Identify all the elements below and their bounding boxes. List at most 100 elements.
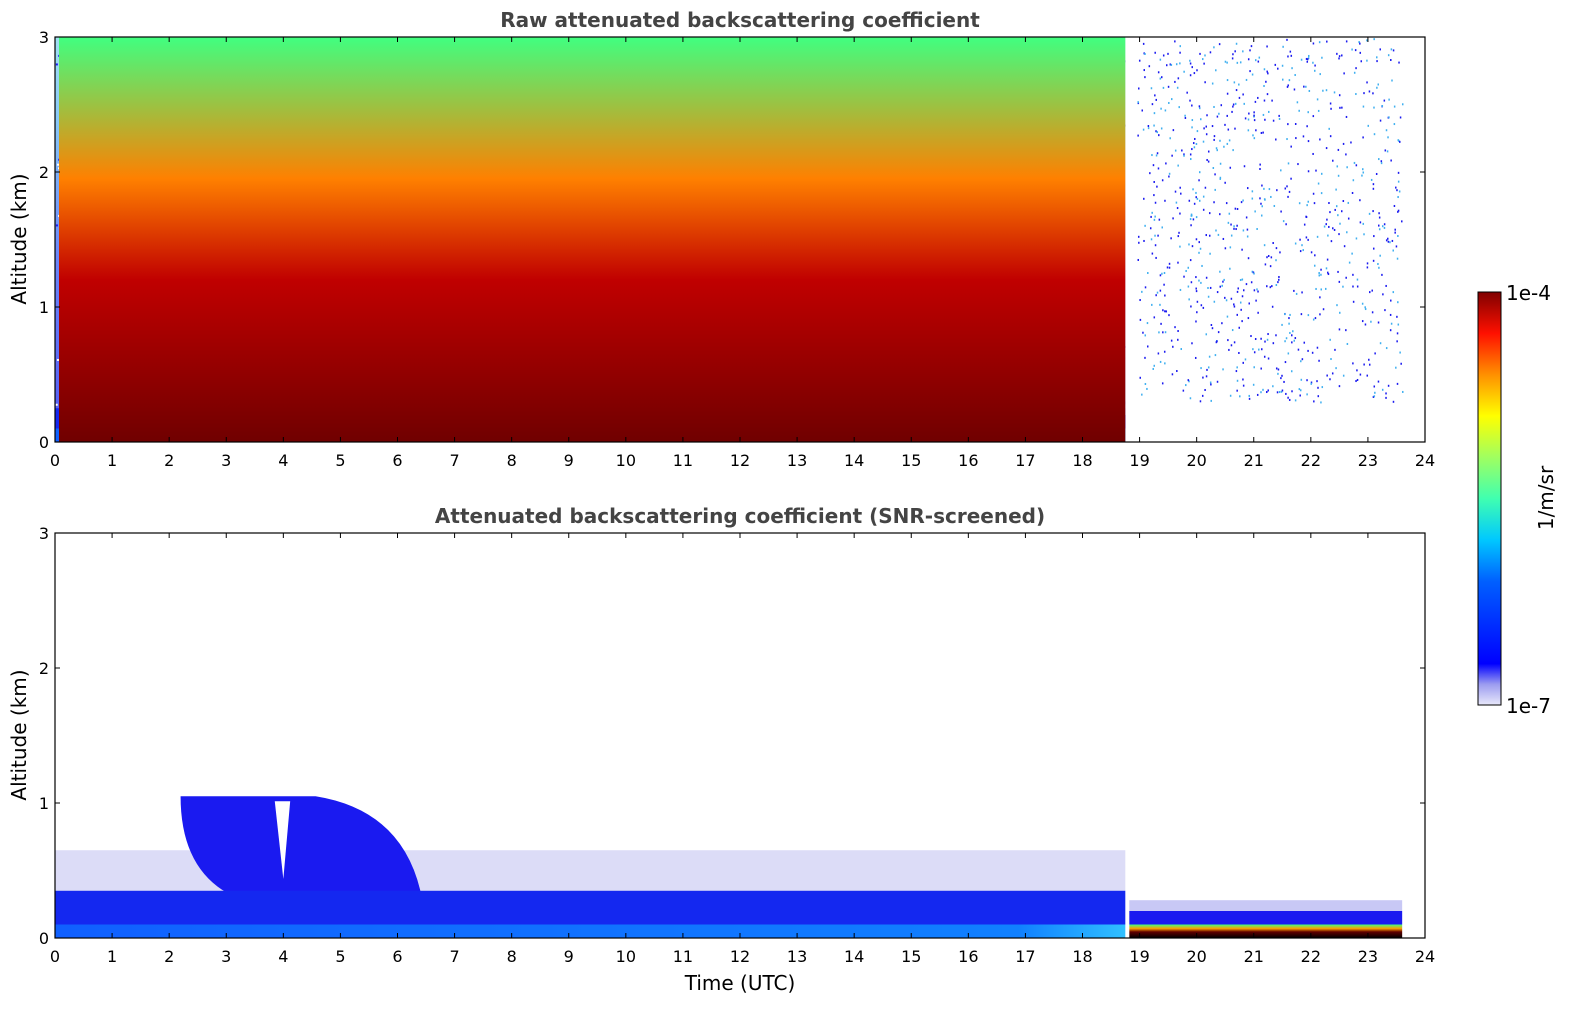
sparse-speckle: [1184, 114, 1186, 117]
sparse-speckle: [1199, 247, 1202, 250]
sparse-speckle: [1278, 278, 1280, 281]
sparse-speckle: [1179, 45, 1182, 48]
sparse-speckle: [1294, 74, 1296, 77]
sparse-speckle: [1188, 199, 1191, 202]
sparse-speckle: [1168, 175, 1170, 178]
sparse-speckle: [1346, 342, 1349, 345]
sparse-speckle: [1163, 283, 1165, 286]
sparse-speckle: [1209, 252, 1211, 255]
sparse-speckle: [1171, 98, 1173, 101]
sparse-speckle: [1401, 220, 1403, 223]
sparse-speckle: [1386, 150, 1389, 153]
sparse-speckle: [1329, 135, 1332, 138]
sparse-speckle: [1284, 187, 1287, 190]
sparse-speckle: [1329, 338, 1331, 341]
sparse-speckle: [1247, 257, 1250, 260]
sparse-speckle: [1188, 243, 1190, 246]
sparse-speckle: [1290, 145, 1292, 148]
sparse-speckle: [1242, 199, 1244, 202]
sparse-speckle: [1198, 105, 1201, 108]
sparse-speckle: [1159, 303, 1161, 306]
sparse-speckle: [1170, 63, 1173, 66]
sparse-speckle: [1385, 347, 1388, 350]
sparse-speckle: [1266, 70, 1268, 73]
x-tick-label: 24: [1415, 451, 1435, 470]
sparse-speckle: [1317, 395, 1320, 398]
sparse-speckle: [1195, 276, 1197, 279]
sparse-speckle: [1292, 330, 1294, 333]
sparse-speckle: [1233, 341, 1236, 344]
sparse-speckle: [1146, 322, 1149, 325]
sparse-speckle: [1378, 212, 1380, 215]
sparse-speckle: [1261, 184, 1263, 187]
x-tick-label: 9: [564, 451, 574, 470]
x-tick-label: 5: [335, 947, 345, 966]
sparse-speckle: [1143, 52, 1145, 55]
sparse-speckle: [1385, 396, 1387, 399]
x-tick-label: 23: [1358, 947, 1378, 966]
sparse-speckle: [1263, 68, 1266, 71]
sparse-speckle: [1207, 150, 1210, 153]
sparse-speckle: [1230, 297, 1233, 300]
sparse-speckle: [1377, 321, 1380, 324]
sparse-speckle: [1192, 188, 1194, 191]
sparse-speckle: [1239, 61, 1242, 64]
sparse-speckle: [1144, 52, 1146, 55]
sparse-speckle: [1293, 88, 1296, 91]
sparse-speckle: [1390, 322, 1393, 325]
sparse-speckle: [1318, 272, 1320, 275]
sparse-speckle: [1388, 98, 1390, 101]
sparse-speckle: [1267, 389, 1269, 392]
sparse-speckle: [1332, 227, 1334, 230]
sparse-speckle: [1252, 271, 1255, 274]
sparse-speckle: [1259, 163, 1261, 166]
sparse-speckle: [1232, 149, 1234, 152]
sparse-speckle: [1342, 200, 1345, 203]
sparse-speckle: [1314, 64, 1316, 67]
sparse-speckle: [1307, 170, 1310, 173]
sparse-speckle: [1303, 85, 1305, 88]
sparse-speckle: [1219, 213, 1221, 216]
sparse-speckle: [1211, 327, 1214, 330]
sparse-speckle: [1338, 57, 1340, 60]
sparse-speckle: [1201, 58, 1204, 61]
sparse-speckle: [1189, 397, 1192, 400]
sparse-speckle: [1205, 333, 1208, 336]
sparse-speckle: [1278, 391, 1281, 394]
sparse-speckle: [1250, 281, 1253, 284]
sparse-speckle: [1266, 45, 1268, 48]
sparse-speckle: [1320, 288, 1322, 291]
sparse-speckle: [1229, 166, 1232, 169]
colorbar-gradient: [1477, 291, 1502, 706]
sparse-speckle: [1174, 80, 1176, 83]
sparse-speckle: [1179, 62, 1181, 65]
sparse-speckle: [1300, 360, 1302, 363]
sparse-speckle: [1159, 289, 1162, 292]
sparse-speckle: [1191, 342, 1193, 345]
sparse-speckle: [1177, 261, 1179, 264]
sparse-speckle: [1287, 195, 1289, 198]
sparse-speckle: [1158, 218, 1161, 221]
sparse-speckle: [1146, 387, 1148, 390]
sparse-speckle: [1219, 270, 1221, 273]
sparse-speckle: [1282, 78, 1284, 81]
y-tick-label: 3: [39, 524, 49, 543]
sparse-speckle: [1378, 266, 1380, 269]
sparse-speckle: [1393, 123, 1396, 126]
sparse-speckle: [1343, 72, 1345, 75]
sparse-speckle: [1195, 196, 1197, 199]
sparse-speckle: [1351, 191, 1354, 194]
x-tick-label: 3: [221, 947, 231, 966]
sparse-speckle: [1266, 285, 1268, 288]
sparse-speckle: [1322, 308, 1325, 311]
x-tick-label: 4: [278, 947, 288, 966]
sparse-speckle: [1238, 351, 1240, 354]
sparse-speckle: [1333, 228, 1336, 231]
sparse-speckle: [1221, 284, 1223, 287]
sparse-speckle: [1286, 138, 1288, 141]
sparse-speckle: [1165, 310, 1168, 313]
y-tick-label: 1: [39, 794, 49, 813]
sparse-speckle: [1352, 300, 1355, 303]
sparse-speckle: [1179, 186, 1181, 189]
x-tick-label: 4: [278, 451, 288, 470]
